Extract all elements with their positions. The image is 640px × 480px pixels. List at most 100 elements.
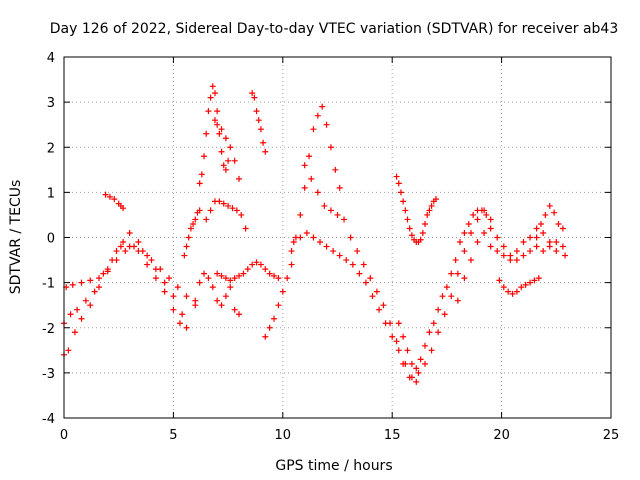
y-tick-label: 3 — [47, 96, 55, 111]
y-tick-label: -1 — [42, 277, 55, 292]
data-point — [231, 306, 238, 313]
data-point — [183, 293, 190, 300]
data-point — [540, 248, 547, 255]
x-tick-label: 15 — [384, 428, 401, 443]
x-tick-label: 25 — [603, 428, 620, 443]
data-point — [417, 356, 424, 363]
data-point — [135, 239, 142, 246]
x-tick-label: 0 — [60, 428, 68, 443]
data-point — [408, 360, 415, 367]
data-point — [408, 374, 415, 381]
data-point — [207, 207, 214, 214]
data-point — [198, 171, 205, 178]
data-point — [161, 288, 168, 295]
data-point — [494, 248, 501, 255]
data-point — [174, 284, 181, 291]
data-point — [336, 252, 343, 259]
data-point — [426, 207, 433, 214]
data-point — [218, 126, 225, 133]
data-point — [406, 225, 413, 232]
data-point — [542, 211, 549, 218]
data-point — [376, 306, 383, 313]
data-point — [249, 90, 256, 97]
data-point — [402, 360, 409, 367]
data-point — [271, 315, 278, 322]
data-point — [297, 234, 304, 241]
data-point — [192, 216, 199, 223]
data-point — [360, 261, 367, 268]
data-point — [201, 270, 208, 277]
data-point — [507, 257, 514, 264]
data-point — [533, 243, 540, 250]
data-point — [152, 275, 159, 282]
data-point — [467, 257, 474, 264]
series-trace-j — [214, 259, 282, 284]
data-point — [319, 103, 326, 110]
axis-ticks: 0 5 10 15 20 25 -4 -3 -2 -1 0 1 2 3 4 — [42, 51, 619, 443]
data-point — [559, 225, 566, 232]
data-point — [255, 117, 262, 124]
data-point — [220, 162, 227, 169]
series-trace-s — [487, 225, 560, 264]
data-point — [323, 121, 330, 128]
data-point — [67, 311, 74, 318]
data-point — [400, 333, 407, 340]
data-point — [196, 207, 203, 214]
data-point — [393, 173, 400, 180]
data-point — [533, 225, 540, 232]
data-point — [279, 288, 286, 295]
data-point — [452, 257, 459, 264]
data-point — [417, 236, 424, 243]
data-point — [203, 216, 210, 223]
series-trace-q — [393, 173, 439, 246]
data-point — [78, 279, 85, 286]
data-point — [330, 248, 337, 255]
data-point — [231, 157, 238, 164]
data-point — [397, 189, 404, 196]
data-point — [332, 166, 339, 173]
data-point — [196, 279, 203, 286]
data-point — [185, 234, 192, 241]
data-point — [82, 297, 89, 304]
data-point — [284, 275, 291, 282]
data-point — [179, 311, 186, 318]
data-point — [117, 243, 124, 250]
data-point — [481, 229, 488, 236]
data-point — [120, 205, 127, 212]
series-trace-g — [196, 83, 232, 187]
data-point — [170, 306, 177, 313]
data-point — [216, 130, 223, 137]
data-point — [216, 198, 223, 205]
data-point — [531, 277, 538, 284]
data-point — [537, 220, 544, 227]
data-point — [253, 259, 260, 266]
series-trace-e — [181, 207, 203, 259]
data-point — [527, 234, 534, 241]
y-tick-label: 2 — [47, 141, 55, 156]
data-point — [71, 329, 78, 336]
data-point — [382, 320, 389, 327]
series-trace-r — [454, 225, 566, 304]
data-point — [413, 378, 420, 385]
data-point — [266, 270, 273, 277]
data-point — [395, 320, 402, 327]
data-point — [211, 117, 218, 124]
data-point — [347, 234, 354, 241]
data-point — [290, 239, 297, 246]
data-point — [201, 153, 208, 160]
data-point — [314, 112, 321, 119]
data-point — [483, 211, 490, 218]
data-point — [467, 229, 474, 236]
data-point — [144, 261, 151, 268]
y-tick-label: -3 — [42, 367, 55, 382]
data-point — [349, 261, 356, 268]
data-point — [461, 248, 468, 255]
data-point — [218, 272, 225, 279]
data-point — [426, 329, 433, 336]
data-point — [120, 239, 127, 246]
data-point — [478, 207, 485, 214]
data-point — [113, 257, 120, 264]
data-point — [227, 277, 234, 284]
data-point — [122, 248, 129, 255]
data-point — [218, 302, 225, 309]
